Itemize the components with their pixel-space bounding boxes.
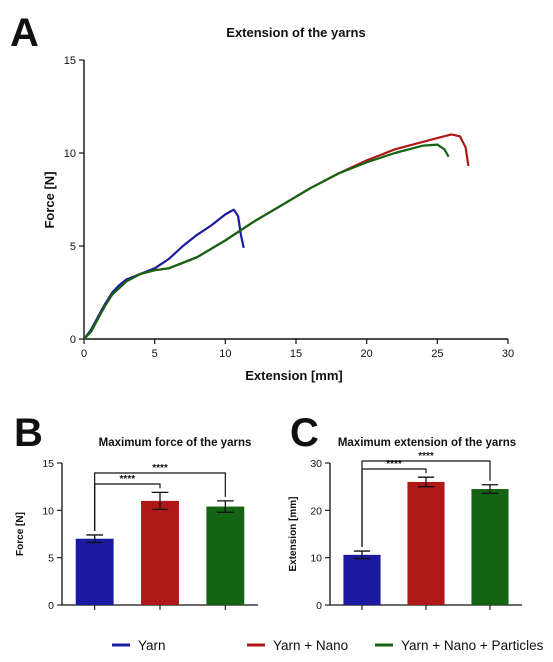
panel-b-significance-label: **** xyxy=(120,474,136,485)
panel-a-x-tick-label: 10 xyxy=(219,348,231,360)
panel-c-bar-chart: C Maximum extension of the yarns 0 10 20 30… xyxy=(288,411,522,612)
legend: Yarn Yarn + Nano Yarn + Nano + Particles xyxy=(112,638,544,653)
panel-a-y-axis-label: Force [N] xyxy=(42,171,57,228)
panel-c-y-tick-label: 10 xyxy=(310,553,322,565)
series-line-yarn-nano-particles xyxy=(83,143,450,340)
legend-label-yarn-nano-particles: Yarn + Nano + Particles xyxy=(401,638,544,653)
panel-b-y-tick-label: 5 xyxy=(48,553,54,565)
panel-b-y-tick-label: 15 xyxy=(42,458,54,470)
panel-b-bars xyxy=(75,491,245,605)
panel-a-y-tick-label: 15 xyxy=(64,55,76,67)
panel-b-bar-yarn-nano-particles xyxy=(206,506,245,605)
panel-c-bar-yarn xyxy=(343,554,381,605)
panel-a-series xyxy=(83,133,470,340)
panel-a-letter: A xyxy=(10,11,39,55)
legend-label-yarn-nano: Yarn + Nano xyxy=(273,638,348,653)
panel-a-axes: 0 5 10 15 20 25 30 0 5 10 15 xyxy=(64,55,514,360)
panel-a-x-tick-label: 5 xyxy=(152,348,158,360)
panel-a-x-tick-label: 15 xyxy=(290,348,302,360)
panel-a-y-tick-label: 5 xyxy=(70,241,76,253)
panel-c-y-axis-label: Extension [mm] xyxy=(288,496,299,571)
series-line-yarn xyxy=(83,208,245,340)
panel-b-bar-yarn-nano xyxy=(141,500,179,605)
panel-c-significance-label: **** xyxy=(418,451,434,462)
series-line-yarn-nano xyxy=(83,133,470,340)
panel-b-significance-bracket xyxy=(94,472,226,531)
panel-c-significance: **** **** xyxy=(361,451,491,548)
panel-c-bar-yarn-nano xyxy=(407,481,445,605)
panel-c-y-tick-label: 20 xyxy=(310,505,322,517)
panel-c-y-tick-label: 0 xyxy=(316,600,322,612)
panel-b-significance-label: **** xyxy=(152,463,168,474)
panel-a-y-tick-label: 0 xyxy=(70,334,76,346)
panel-a-line-chart: A Extension of the yarns 0 5 10 15 20 25 30 0 5 1… xyxy=(10,11,514,383)
panel-c-significance-label: **** xyxy=(386,459,402,470)
panel-a-title: Extension of the yarns xyxy=(226,25,365,40)
panel-a-x-tick-label: 0 xyxy=(81,348,87,360)
panel-a-x-tick-label: 25 xyxy=(431,348,443,360)
panel-a-x-tick-label: 30 xyxy=(502,348,514,360)
panel-a-y-tick-label: 10 xyxy=(64,148,76,160)
panel-b-letter: B xyxy=(14,411,43,455)
panel-b-y-axis-label: Force [N] xyxy=(15,512,26,556)
panel-c-title: Maximum extension of the yarns xyxy=(338,437,516,449)
panel-b-title: Maximum force of the yarns xyxy=(99,437,252,449)
panel-b-y-tick-label: 0 xyxy=(48,600,54,612)
legend-label-yarn: Yarn xyxy=(138,638,166,653)
panel-a-x-axis-label: Extension [mm] xyxy=(245,368,343,383)
panel-b-bar-chart: B Maximum force of the yarns 0 5 10 15 ****… xyxy=(14,411,258,612)
panel-c-significance-bracket xyxy=(361,460,491,548)
panel-b-y-tick-label: 10 xyxy=(42,505,54,517)
panel-c-y-tick-label: 30 xyxy=(310,458,322,470)
panel-c-letter: C xyxy=(290,411,319,455)
panel-c-bars xyxy=(343,476,509,605)
panel-b-significance: **** **** xyxy=(94,463,226,531)
panel-b-bar-yarn xyxy=(75,538,114,605)
panel-a-x-tick-label: 20 xyxy=(361,348,373,360)
panel-c-bar-yarn-nano-particles xyxy=(471,489,509,605)
